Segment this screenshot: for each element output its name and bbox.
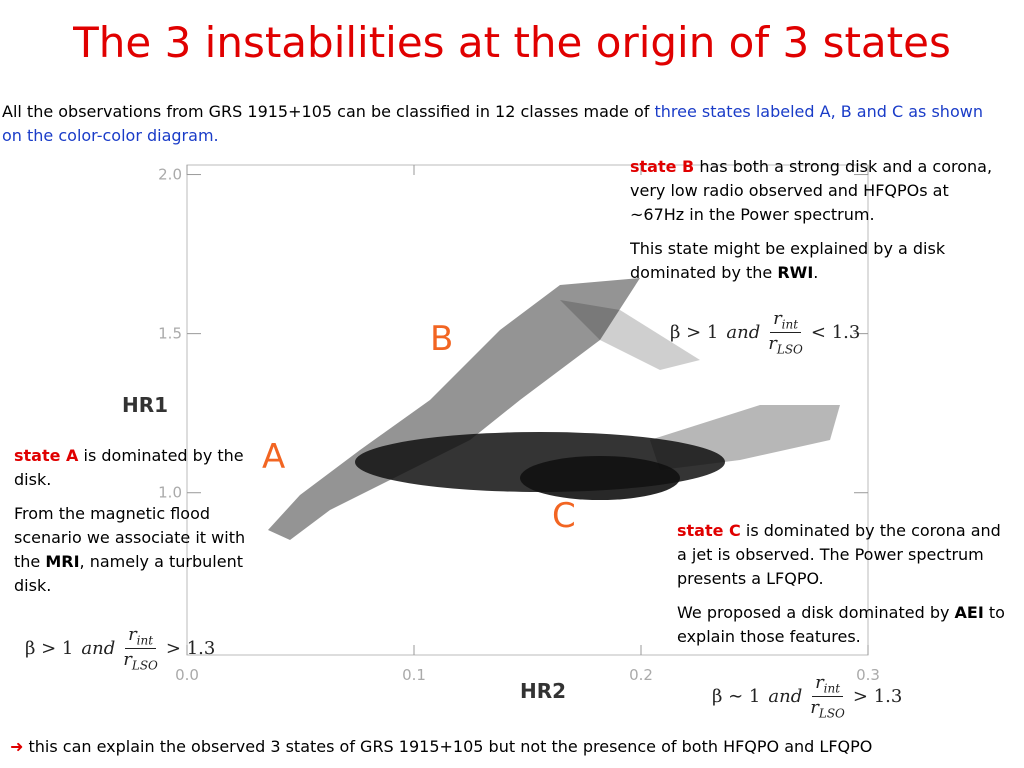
text: to explain those features. <box>677 603 1005 646</box>
region-label: C <box>552 496 576 536</box>
text: From the magnetic flood scenario we asso… <box>14 504 246 571</box>
text: RWI <box>777 263 814 282</box>
cloud-core <box>520 456 680 500</box>
subscript: LSO <box>818 706 845 721</box>
symbol: r <box>810 696 819 718</box>
formula: β > 1 and rint rLSO < 1.3 <box>670 308 860 356</box>
intro-text: All the observations from GRS 1915+105 c… <box>2 102 655 121</box>
intro: All the observations from GRS 1915+105 c… <box>2 100 1002 148</box>
denominator: rLSO <box>810 697 845 721</box>
text: We proposed a disk dominated by <box>677 603 955 622</box>
text: very low radio observed and HFQPOs at <box>630 181 949 200</box>
y-axis-label: HR1 <box>122 393 168 417</box>
region-label: A <box>262 437 285 477</box>
footer: ➜ this can explain the observed 3 states… <box>10 737 872 756</box>
numerator: rint <box>812 672 844 697</box>
text: MRI <box>45 552 80 571</box>
formula-left: β > 1 <box>25 637 74 659</box>
y-tick-label: 1.5 <box>158 325 182 343</box>
state-label: state A <box>14 446 79 465</box>
symbol: r <box>773 308 782 329</box>
x-tick-label: 0.2 <box>629 666 653 684</box>
symbol: r <box>815 672 824 693</box>
state-c-text: state C is dominated by the corona and a… <box>677 519 1012 659</box>
state-b-text: state B has both a strong disk and a cor… <box>630 155 1024 295</box>
state-a-text: state A is dominated by the disk. From t… <box>14 444 254 608</box>
x-tick-label: 0.3 <box>856 666 880 684</box>
formula-left: β > 1 <box>670 321 719 343</box>
footer-text: this can explain the observed 3 states o… <box>23 737 873 756</box>
symbol: r <box>128 624 137 645</box>
text: This state might be explained by a disk … <box>630 239 946 282</box>
slide-title: The 3 instabilities at the origin of 3 s… <box>73 18 951 67</box>
point-cloud <box>268 278 840 540</box>
plot-frame <box>186 164 869 656</box>
text: AEI <box>954 603 984 622</box>
formula-and: and <box>81 637 116 659</box>
text: . <box>813 263 819 282</box>
formula-right: > 1.3 <box>165 637 216 659</box>
formula: β ∼ 1 and rint rLSO > 1.3 <box>712 672 902 720</box>
subscript: LSO <box>131 658 158 673</box>
symbol: r <box>768 332 777 354</box>
x-axis-label: HR2 <box>520 679 566 703</box>
y-tick-label: 2.0 <box>158 166 182 184</box>
subscript: int <box>136 633 154 648</box>
text: is dominated by the disk. <box>14 446 244 489</box>
cloud-tail <box>650 405 840 470</box>
x-tick-label: 0.0 <box>175 666 199 684</box>
intro-highlight: three states labeled A, B and C as shown… <box>2 102 983 145</box>
denominator: rLSO <box>768 333 803 357</box>
numerator: rint <box>125 624 157 649</box>
symbol: r <box>123 648 132 670</box>
formula-and: and <box>768 685 803 707</box>
subscript: LSO <box>776 342 803 357</box>
region-label: B <box>430 319 453 359</box>
x-tick-label: 0.1 <box>402 666 426 684</box>
state-label: state C <box>677 521 741 540</box>
text: has both a strong disk and a corona, <box>694 157 993 176</box>
formula-right: > 1.3 <box>852 685 903 707</box>
numerator: rint <box>770 308 802 333</box>
arrow: ➜ <box>10 737 24 756</box>
formula: β > 1 and rint rLSO > 1.3 <box>25 624 215 672</box>
y-tick-label: 1.0 <box>158 484 182 502</box>
text: is dominated by the corona and a jet is … <box>677 521 1001 588</box>
text: ~67Hz in the Power spectrum. <box>630 205 875 224</box>
subscript: int <box>781 317 799 332</box>
fraction: rint rLSO <box>768 308 803 356</box>
fraction: rint rLSO <box>810 672 845 720</box>
text: , namely a turbulent disk. <box>14 552 243 595</box>
state-label: state B <box>630 157 695 176</box>
formula-and: and <box>726 321 761 343</box>
fraction: rint rLSO <box>123 624 158 672</box>
denominator: rLSO <box>123 649 158 673</box>
formula-left: β ∼ 1 <box>712 685 761 707</box>
formula-right: < 1.3 <box>810 321 861 343</box>
cloud-band <box>268 278 640 540</box>
cloud-band <box>560 300 700 370</box>
subscript: int <box>823 681 841 696</box>
